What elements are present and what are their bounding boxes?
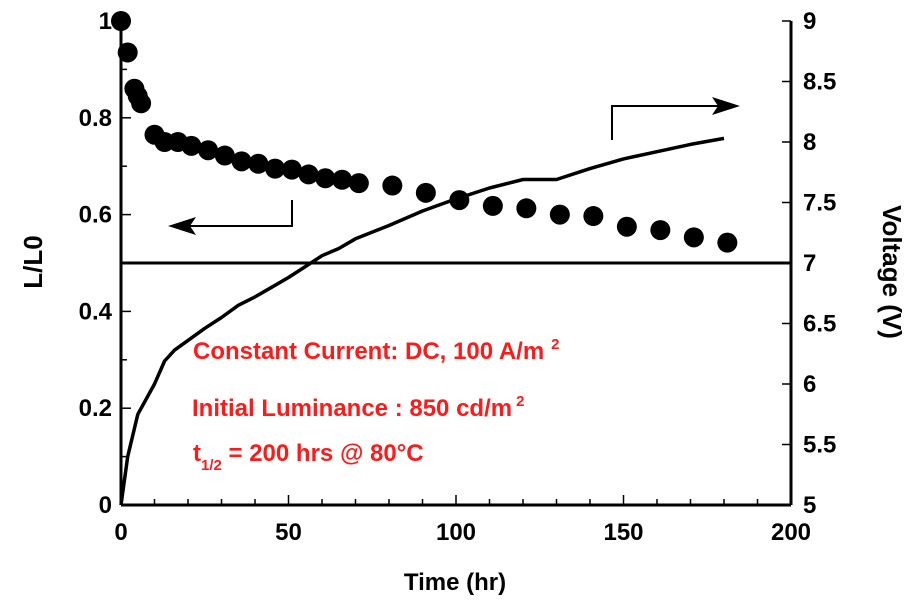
annotation-block: Constant Current: DC, 100 A/m 2 Initial L…: [192, 336, 560, 474]
annotation-half-life: t1/2 = 200 hrs @ 80°C: [193, 440, 424, 474]
luminance-point: [348, 173, 369, 194]
luminance-point: [181, 135, 202, 156]
luminance-point: [382, 175, 403, 196]
luminance-point: [231, 151, 252, 172]
y-left-tick-label: 0.6: [79, 202, 112, 229]
y-right-tick-label: 8.5: [803, 69, 836, 96]
luminance-point: [717, 232, 738, 253]
axis-indicator-arrows: [168, 97, 740, 235]
y-right-tick-label: 7: [803, 250, 816, 277]
luminance-point: [214, 145, 235, 166]
y-right-tick-label: 8: [803, 129, 816, 156]
luminance-point: [131, 93, 152, 114]
y-axis-right-label: Voltage (V): [877, 205, 907, 339]
y-right-tick-label: 5: [803, 492, 816, 519]
x-tick-label: 100: [436, 519, 476, 546]
y-left-tick-label: 0.8: [79, 105, 112, 132]
y-left-tick-label: 0: [99, 492, 112, 519]
y-left-tick-label: 0.4: [79, 298, 113, 325]
luminance-point: [281, 159, 302, 180]
luminance-point: [650, 220, 671, 241]
y-right-tick-label: 5.5: [803, 432, 836, 459]
x-tick-label: 200: [771, 519, 811, 546]
y-right-tick-label: 9: [803, 8, 816, 35]
x-axis-label: Time (hr): [404, 569, 506, 596]
luminance-point: [248, 153, 269, 174]
annotation-luminance: Initial Luminance : 850 cd/m 2: [192, 393, 524, 422]
tick-marks: [120, 20, 792, 506]
left-axis-arrowhead: [168, 217, 196, 235]
right-axis-arrowhead: [712, 97, 740, 115]
luminance-point: [117, 42, 138, 63]
luminance-point: [516, 198, 537, 219]
luminance-point: [683, 227, 704, 248]
luminance-point: [298, 164, 319, 185]
annotation-current: Constant Current: DC, 100 A/m 2: [193, 336, 560, 365]
x-tick-label: 0: [114, 519, 127, 546]
y-right-tick-label: 7.5: [803, 190, 836, 217]
luminance-point: [583, 206, 604, 227]
y-left-tick-label: 1: [99, 8, 112, 35]
y-axis-left-label: L/L0: [18, 235, 48, 288]
luminance-point: [265, 158, 286, 179]
data-series: [111, 11, 738, 506]
luminance-point: [415, 182, 436, 203]
right-axis-arrow: [611, 105, 726, 140]
luminance-point: [332, 169, 353, 190]
x-tick-label: 150: [603, 519, 643, 546]
x-tick-label: 50: [275, 519, 302, 546]
luminance-point: [198, 140, 219, 161]
luminance-point: [111, 11, 131, 31]
y-right-tick-label: 6.5: [803, 311, 836, 338]
luminance-point: [549, 204, 570, 225]
y-right-tick-label: 6: [803, 371, 816, 398]
tick-labels: 0 50 100 150 200 0 0.2 0.4 0.6 0.8 1 5 5.5 6 6.5 7 7.5 8 8…: [79, 8, 837, 546]
voltage-line: [119, 136, 725, 506]
luminance-point: [616, 216, 637, 237]
luminance-point: [315, 168, 336, 189]
luminance-point: [482, 195, 503, 216]
left-axis-arrow: [182, 200, 293, 227]
y-left-tick-label: 0.2: [79, 395, 112, 422]
